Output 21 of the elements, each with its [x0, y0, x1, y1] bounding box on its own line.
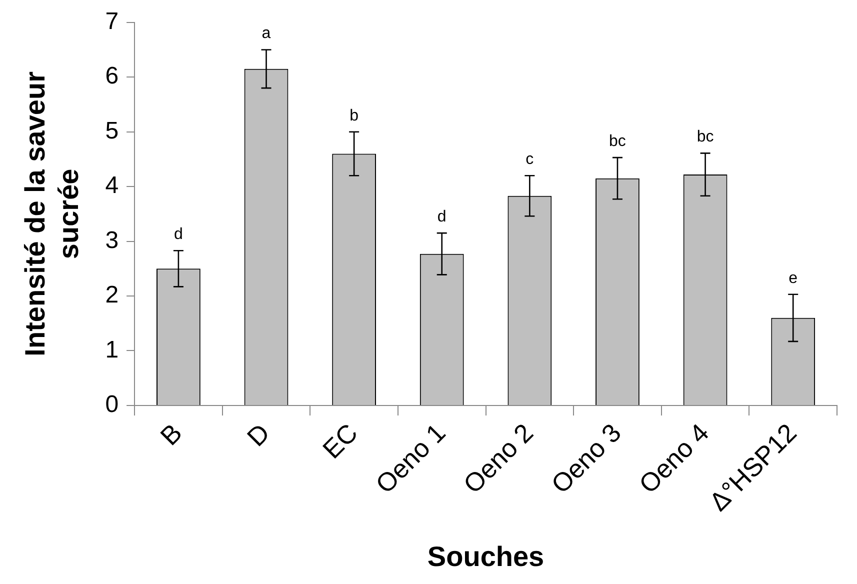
y-tick-label: 0 [105, 391, 119, 418]
x-tick-label: B [154, 418, 188, 452]
y-axis-title: Intensité de la saveur sucrée [20, 71, 84, 356]
y-tick-label: 4 [105, 172, 119, 200]
annotation: bc [609, 132, 626, 150]
annotation: d [174, 226, 183, 243]
y-tick-label: 7 [105, 8, 119, 36]
x-tick-label: EC [316, 418, 364, 464]
y-tick-label: 6 [105, 62, 119, 90]
annotation: bc [696, 128, 714, 146]
x-tick-label: D [241, 418, 276, 452]
annotation: c [526, 151, 534, 168]
y-tick-label: 3 [105, 226, 119, 254]
y-tick-label: 1 [105, 336, 119, 364]
annotation: d [437, 208, 446, 226]
annotation: e [788, 270, 798, 287]
annotation: a [262, 25, 271, 42]
x-axis-title: Souches [427, 540, 544, 572]
y-tick-label: 2 [105, 282, 119, 309]
annotation: b [350, 107, 359, 124]
y-tick-label: 5 [105, 117, 119, 144]
